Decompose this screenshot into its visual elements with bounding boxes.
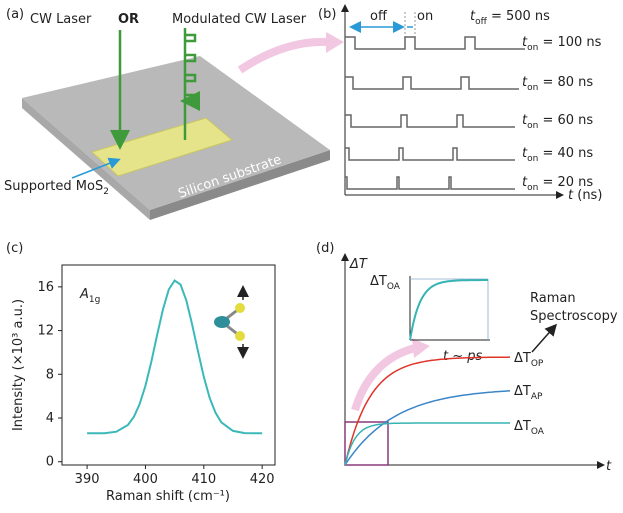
label: ton = 60 ns	[522, 113, 593, 131]
panel-label: (d)	[316, 241, 334, 256]
waveform	[345, 37, 525, 49]
y-tick-label: 8	[46, 367, 54, 382]
panel-label: (b)	[318, 7, 336, 22]
subscript: OP	[531, 359, 544, 369]
figure: (a) CW Laser OR Modulated CW Laser Suppo…	[0, 0, 623, 513]
inset-y-label: ΔTOA	[370, 274, 401, 292]
raman-line	[87, 281, 262, 434]
on-label: on	[417, 9, 433, 24]
sample-label: Supported MoS2	[4, 179, 109, 197]
y-tick-label: 12	[37, 324, 54, 339]
waveforms: ton = 100 ns ton = 80 ns ton = 60 ns ton = …	[345, 35, 602, 193]
subscript: 1g	[89, 295, 100, 305]
subscript: on	[527, 183, 538, 193]
text: = 80 ns	[538, 75, 593, 90]
subscript: off	[475, 17, 488, 27]
waveform	[345, 148, 515, 160]
raman-arrow	[532, 326, 555, 352]
symbol: ΔT	[514, 384, 531, 399]
subscript: 2	[103, 187, 109, 197]
y-tick-label: 16	[37, 280, 54, 295]
waveform	[345, 77, 519, 89]
y-tick-label: 4	[46, 411, 54, 426]
axis-label: t (ns)	[568, 188, 602, 203]
subscript: on	[527, 83, 538, 93]
label: ton = 80 ns	[522, 75, 593, 93]
laser-label: CW Laser	[30, 12, 92, 27]
inset-curve	[410, 280, 488, 340]
waveform	[345, 177, 515, 189]
text: (ns)	[573, 188, 602, 203]
symbol: ΔT	[370, 274, 387, 289]
x-axis-label: Raman shift (cm⁻¹)	[106, 489, 230, 504]
subscript: on	[527, 121, 538, 131]
label: ΔTOP	[514, 351, 544, 369]
label: ΔTAP	[514, 384, 543, 402]
label: ton = 40 ns	[522, 146, 593, 164]
curve	[345, 423, 510, 465]
text: = 100 ns	[538, 35, 601, 50]
pink-arrow	[240, 42, 328, 70]
x-tick-label: 420	[250, 472, 275, 487]
inset-x-label: t ~ ps	[443, 349, 483, 364]
off-label: off	[370, 9, 388, 24]
molecule	[214, 288, 245, 356]
text: = 500 ns	[487, 9, 550, 24]
or-label: OR	[118, 12, 139, 27]
subscript: OA	[531, 427, 545, 437]
curve	[345, 391, 510, 465]
y-axis-label: Intensity (×10³ a.u.)	[11, 299, 26, 431]
annotation: A1g	[79, 287, 100, 305]
y-axis-label: ΔT	[349, 257, 368, 272]
symbol: ΔT	[514, 419, 531, 434]
subscript: on	[527, 43, 538, 53]
laser-label: Modulated CW Laser	[172, 12, 307, 27]
t-off-label: toff = 500 ns	[470, 9, 550, 27]
subscript: on	[527, 154, 538, 164]
symbol: ΔT	[514, 351, 531, 366]
label: ΔTOA	[514, 419, 545, 437]
text: Supported MoS	[4, 179, 103, 194]
subscript: OA	[387, 282, 401, 292]
label: ton = 100 ns	[522, 35, 602, 53]
text: = 20 ns	[538, 175, 593, 190]
x-axis-label: t	[606, 459, 612, 474]
x-tick-label: 400	[133, 472, 158, 487]
y-tick-label: 0	[46, 455, 54, 470]
panel-label: (c)	[6, 241, 23, 256]
raman-chart: (c) A1g Raman shift (cm⁻¹) Intensity (×1…	[6, 241, 275, 504]
raman-label: Spectroscopy	[530, 309, 618, 324]
x-tick-label: 410	[191, 472, 216, 487]
x-tick-label: 390	[75, 472, 100, 487]
text: = 60 ns	[538, 113, 593, 128]
waveform	[345, 115, 515, 127]
text: A	[79, 287, 89, 302]
subscript: AP	[531, 392, 543, 402]
pink-arrowhead	[326, 32, 344, 53]
panel-label: (a)	[6, 7, 24, 22]
pink-arrowhead	[412, 338, 430, 358]
text: = 40 ns	[538, 146, 593, 161]
raman-label: Raman	[530, 291, 576, 306]
